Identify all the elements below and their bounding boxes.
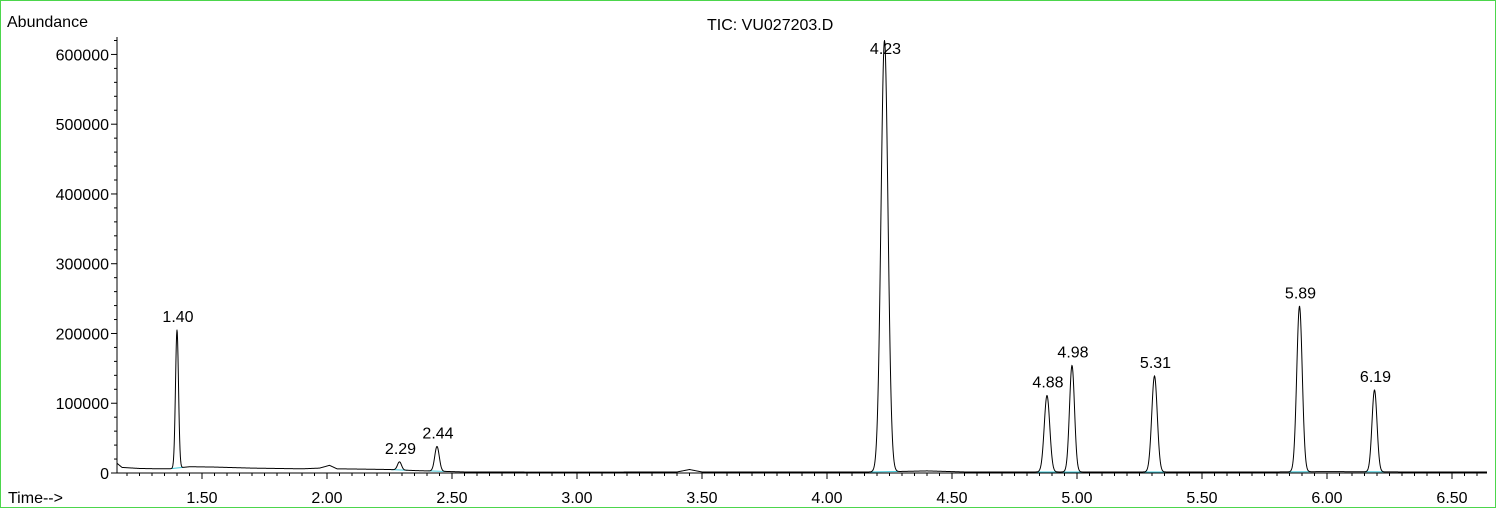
x-tick-label: 6.00 bbox=[1311, 490, 1342, 507]
integration-baseline bbox=[427, 470, 447, 472]
x-tick-label: 4.00 bbox=[811, 490, 842, 507]
peak-apex-point bbox=[1046, 395, 1048, 397]
peak-label: 4.98 bbox=[1057, 345, 1088, 362]
y-axis-ticks: 0 100000 200000 300000 400000 500000 600000 bbox=[56, 39, 117, 483]
x-tick-label: 2.50 bbox=[436, 490, 467, 507]
x-tick-label: 3.50 bbox=[686, 490, 717, 507]
x-axis-ticks: 1.50 2.00 2.50 3.00 3.50 4.00 4.50 5.00 5.50 6.00… bbox=[126, 473, 1478, 507]
peak-apex-point bbox=[436, 445, 438, 447]
peak-label: 2.44 bbox=[422, 425, 453, 442]
peak-label: 1.40 bbox=[162, 309, 193, 326]
integration-baseline bbox=[170, 466, 184, 470]
x-axis-label: Time--> bbox=[8, 490, 63, 507]
peak-apex-point bbox=[1374, 389, 1375, 391]
peak-label: 4.88 bbox=[1032, 375, 1063, 392]
axes bbox=[116, 37, 1487, 474]
trace-group bbox=[116, 40, 1487, 473]
x-tick-label: 5.50 bbox=[1186, 490, 1217, 507]
y-tick-label: 100000 bbox=[56, 396, 109, 413]
peak-apex-point bbox=[1299, 305, 1300, 307]
peak-apex-point bbox=[399, 461, 400, 463]
tic-trace-line bbox=[116, 40, 1487, 473]
peak-apex-point bbox=[176, 329, 178, 331]
y-tick-label: 0 bbox=[100, 466, 109, 483]
x-tick-label: 1.50 bbox=[186, 490, 217, 507]
y-tick-label: 500000 bbox=[56, 117, 109, 134]
peak-labels: 1.40 2.29 2.44 4.23 4.88 4.98 5.31 5.89 6.19 bbox=[162, 39, 1391, 463]
peak-apex-point bbox=[1154, 375, 1155, 377]
y-tick-label: 600000 bbox=[56, 47, 109, 64]
x-tick-label: 3.00 bbox=[561, 490, 592, 507]
y-tick-label: 200000 bbox=[56, 326, 109, 343]
x-tick-label: 6.50 bbox=[1436, 490, 1467, 507]
x-tick-label: 2.00 bbox=[311, 490, 342, 507]
chart-title: TIC: VU027203.D bbox=[707, 17, 833, 34]
y-axis-label: Abundance bbox=[7, 14, 88, 31]
peak-label: 2.29 bbox=[385, 441, 416, 458]
peak-apex-point bbox=[1071, 365, 1073, 367]
y-tick-label: 400000 bbox=[56, 187, 109, 204]
peak-label: 6.19 bbox=[1360, 369, 1391, 386]
y-tick-label: 300000 bbox=[56, 257, 109, 274]
integration-baselines bbox=[170, 466, 1385, 473]
peak-apex-point bbox=[884, 39, 885, 41]
peak-label: 5.89 bbox=[1285, 285, 1316, 302]
x-tick-label: 5.00 bbox=[1061, 490, 1092, 507]
x-tick-label: 4.50 bbox=[936, 490, 967, 507]
peak-label: 5.31 bbox=[1140, 355, 1171, 372]
peak-label: 4.23 bbox=[870, 41, 901, 58]
